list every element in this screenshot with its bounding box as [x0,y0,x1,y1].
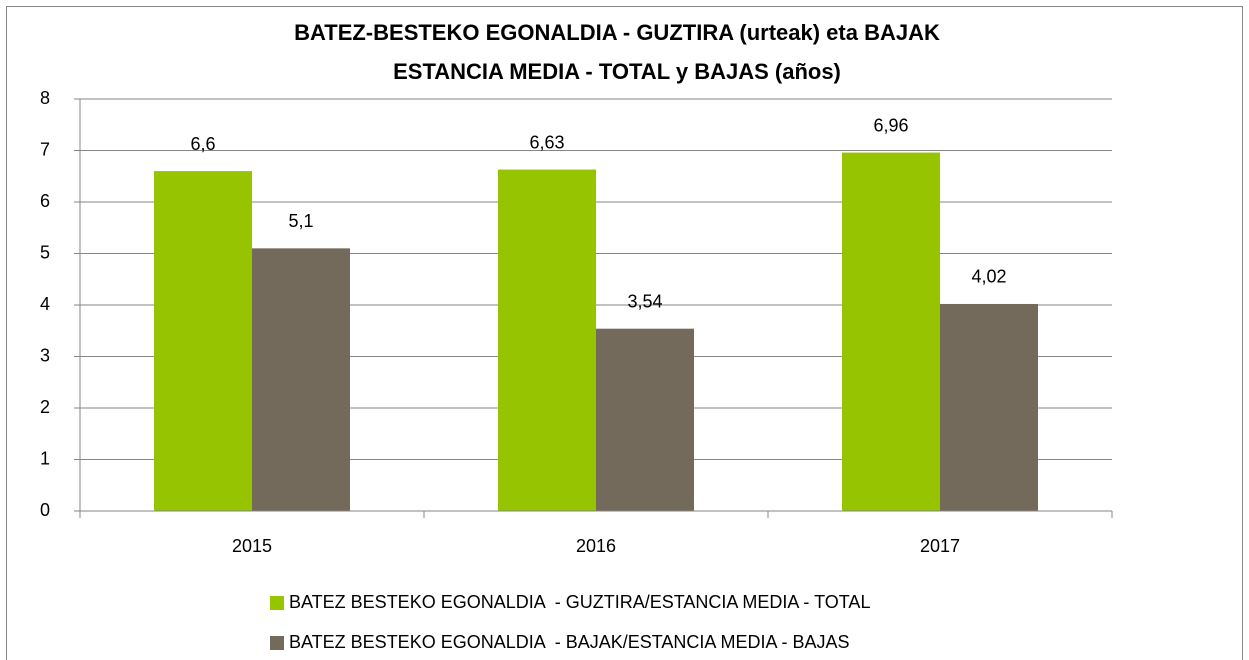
y-tick-label: 2 [40,397,50,417]
data-label: 6,63 [529,132,564,152]
bar [498,169,596,511]
bar [252,248,350,511]
bar [842,152,940,511]
data-label: 3,54 [627,291,662,311]
chart-subtitle: ESTANCIA MEDIA - TOTAL y BAJAS (años) [393,59,841,84]
data-label: 4,02 [971,267,1006,287]
data-label: 6,96 [873,115,908,135]
y-tick-label: 3 [40,345,50,365]
legend-label: BATEZ BESTEKO EGONALDIA - GUZTIRA/ESTANC… [289,592,870,612]
x-tick-label: 2016 [576,536,616,556]
y-tick-label: 4 [40,294,50,314]
data-label: 6,6 [190,134,215,154]
y-tick-label: 0 [40,500,50,520]
bar [154,171,252,511]
legend-swatch [270,596,284,610]
y-tick-label: 5 [40,242,50,262]
x-tick-label: 2015 [232,536,272,556]
bar [940,303,1038,511]
bar [596,328,694,511]
y-tick-label: 6 [40,191,50,211]
y-tick-label: 1 [40,448,50,468]
x-tick-label: 2017 [920,536,960,556]
chart-frame [6,6,1243,660]
y-tick-label: 7 [40,139,50,159]
y-tick-label: 8 [40,88,50,108]
legend-label: BATEZ BESTEKO EGONALDIA - BAJAK/ESTANCIA… [289,632,849,652]
legend-swatch [270,636,284,650]
chart-title: BATEZ-BESTEKO EGONALDIA - GUZTIRA (urtea… [294,20,940,45]
data-label: 5,1 [288,211,313,231]
